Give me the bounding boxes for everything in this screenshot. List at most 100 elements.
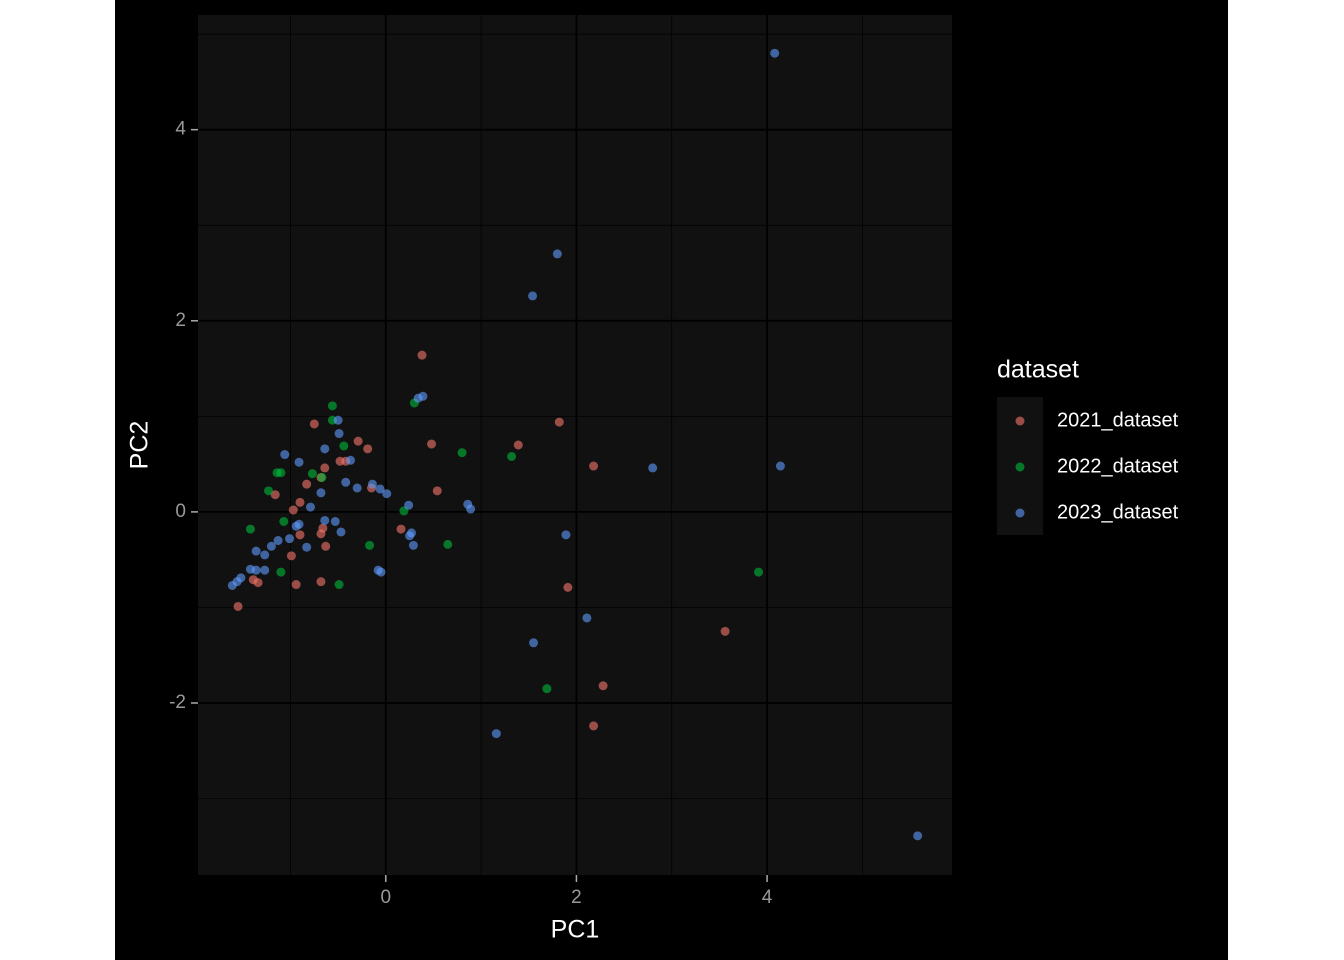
point bbox=[775, 461, 785, 471]
point bbox=[770, 48, 780, 58]
legend-key bbox=[1015, 416, 1025, 426]
point bbox=[443, 539, 453, 549]
point bbox=[251, 546, 261, 556]
point bbox=[341, 477, 351, 487]
x-tick-label: 2 bbox=[571, 887, 582, 908]
legend-title: dataset bbox=[997, 356, 1079, 384]
point bbox=[589, 721, 599, 731]
point bbox=[413, 393, 423, 403]
legend-label: 2022_dataset bbox=[1057, 455, 1179, 477]
y-tick-label: 0 bbox=[175, 501, 186, 522]
point bbox=[334, 580, 344, 590]
point bbox=[554, 417, 564, 427]
point bbox=[563, 582, 573, 592]
point bbox=[375, 484, 385, 494]
point bbox=[408, 540, 418, 550]
point bbox=[589, 461, 599, 471]
x-axis-label: PC1 bbox=[551, 916, 600, 944]
point bbox=[648, 463, 658, 473]
point bbox=[396, 524, 406, 534]
point bbox=[327, 401, 337, 411]
point bbox=[305, 502, 315, 512]
point bbox=[404, 500, 414, 510]
point bbox=[316, 488, 326, 498]
point bbox=[264, 486, 274, 496]
point bbox=[507, 451, 517, 461]
y-tick-label: -2 bbox=[169, 692, 186, 713]
point bbox=[352, 483, 362, 493]
y-tick-label: 2 bbox=[175, 310, 186, 331]
point bbox=[295, 497, 305, 507]
point bbox=[273, 536, 283, 546]
point bbox=[280, 450, 290, 460]
point bbox=[333, 415, 343, 425]
point bbox=[753, 567, 763, 577]
point bbox=[251, 565, 261, 575]
legend-key bbox=[1015, 462, 1025, 472]
point bbox=[227, 580, 237, 590]
point bbox=[321, 541, 331, 551]
point bbox=[302, 479, 312, 489]
point bbox=[320, 444, 330, 454]
point bbox=[427, 439, 437, 449]
point bbox=[307, 469, 317, 479]
point bbox=[266, 541, 276, 551]
point bbox=[330, 516, 340, 526]
point bbox=[529, 638, 539, 648]
point bbox=[316, 577, 326, 587]
point bbox=[295, 530, 305, 540]
point bbox=[294, 457, 304, 467]
point bbox=[245, 524, 255, 534]
y-tick-label: 4 bbox=[175, 119, 186, 140]
point bbox=[542, 684, 552, 694]
point bbox=[272, 468, 282, 478]
point bbox=[913, 831, 923, 841]
x-tick-label: 0 bbox=[380, 887, 391, 908]
point bbox=[336, 527, 346, 537]
point bbox=[339, 441, 349, 451]
point bbox=[309, 419, 319, 429]
point bbox=[382, 489, 392, 499]
point bbox=[260, 550, 270, 560]
point bbox=[376, 567, 386, 577]
point bbox=[417, 350, 427, 360]
point bbox=[276, 567, 286, 577]
point bbox=[432, 486, 442, 496]
point bbox=[365, 540, 375, 550]
point bbox=[288, 505, 298, 515]
legend-label: 2023_dataset bbox=[1057, 501, 1179, 523]
y-axis-label: PC2 bbox=[126, 421, 154, 470]
point bbox=[291, 580, 301, 590]
point bbox=[291, 521, 301, 531]
point bbox=[285, 534, 295, 544]
point bbox=[405, 531, 415, 541]
point bbox=[302, 542, 312, 552]
legend-label: 2021_dataset bbox=[1057, 409, 1179, 431]
x-tick-label: 4 bbox=[762, 887, 773, 908]
point bbox=[367, 479, 377, 489]
point bbox=[260, 565, 270, 575]
point bbox=[720, 626, 730, 636]
point bbox=[279, 516, 289, 526]
point bbox=[286, 551, 296, 561]
point bbox=[491, 729, 501, 739]
point bbox=[363, 444, 373, 454]
point bbox=[346, 455, 356, 465]
point bbox=[335, 456, 345, 466]
point bbox=[513, 440, 523, 450]
point bbox=[353, 436, 363, 446]
point bbox=[457, 448, 467, 458]
point bbox=[466, 504, 476, 514]
point bbox=[320, 515, 330, 525]
panel bbox=[198, 15, 952, 875]
point bbox=[248, 575, 258, 585]
point bbox=[528, 291, 538, 301]
point bbox=[317, 472, 327, 482]
point bbox=[233, 601, 243, 611]
point bbox=[320, 463, 330, 473]
point bbox=[561, 530, 571, 540]
point bbox=[552, 249, 562, 259]
point bbox=[318, 523, 328, 533]
